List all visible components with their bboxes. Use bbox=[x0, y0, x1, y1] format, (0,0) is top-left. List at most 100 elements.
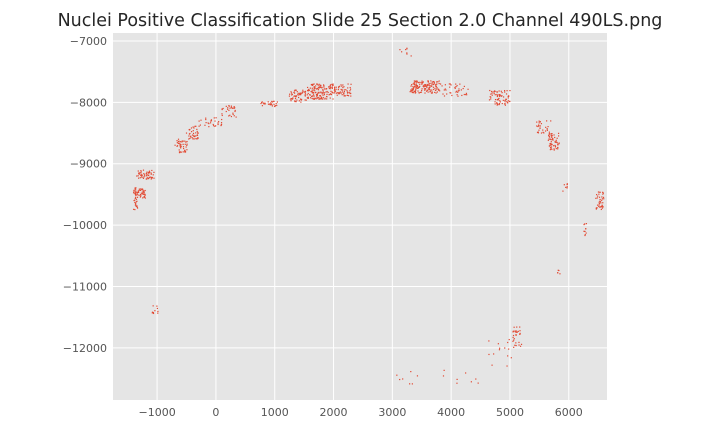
data-point bbox=[319, 84, 321, 87]
data-point bbox=[513, 339, 515, 341]
data-point bbox=[513, 338, 515, 340]
data-point bbox=[148, 170, 151, 172]
data-point bbox=[141, 176, 143, 178]
data-point bbox=[142, 191, 144, 193]
data-point bbox=[134, 191, 136, 193]
data-point bbox=[186, 140, 188, 143]
data-point bbox=[234, 110, 236, 113]
data-point bbox=[494, 90, 496, 92]
data-point bbox=[505, 93, 508, 95]
data-point bbox=[304, 94, 306, 96]
data-point bbox=[205, 117, 207, 119]
data-point bbox=[313, 88, 315, 90]
data-point bbox=[551, 139, 553, 141]
data-point bbox=[311, 83, 313, 86]
data-point bbox=[595, 197, 597, 199]
data-point bbox=[138, 188, 140, 190]
data-point bbox=[234, 109, 236, 112]
data-point bbox=[436, 87, 438, 89]
data-point bbox=[263, 103, 265, 105]
data-point bbox=[294, 92, 296, 94]
data-point bbox=[435, 84, 437, 86]
data-point bbox=[270, 102, 272, 104]
data-point bbox=[271, 100, 273, 102]
data-point bbox=[136, 207, 139, 209]
data-point bbox=[150, 176, 152, 179]
data-point bbox=[143, 174, 146, 176]
data-point bbox=[178, 151, 181, 153]
data-point bbox=[156, 307, 158, 310]
data-point bbox=[313, 87, 315, 89]
data-point bbox=[515, 331, 517, 333]
data-point bbox=[503, 90, 506, 92]
data-point bbox=[504, 103, 506, 105]
data-point bbox=[137, 170, 139, 172]
data-point bbox=[431, 89, 433, 91]
data-point bbox=[220, 122, 223, 124]
data-point bbox=[406, 53, 408, 55]
data-point bbox=[538, 129, 540, 131]
data-point bbox=[598, 205, 600, 208]
data-point bbox=[210, 119, 213, 121]
data-point bbox=[336, 94, 338, 96]
data-point bbox=[554, 145, 556, 147]
data-point bbox=[179, 146, 181, 148]
data-point bbox=[135, 194, 137, 196]
data-point bbox=[549, 138, 551, 141]
data-point bbox=[418, 86, 420, 88]
data-point bbox=[269, 103, 272, 106]
data-point bbox=[153, 171, 155, 173]
data-point bbox=[423, 88, 426, 90]
data-point bbox=[270, 103, 272, 105]
data-point bbox=[136, 191, 139, 193]
data-point bbox=[431, 81, 433, 83]
data-point bbox=[200, 119, 202, 121]
data-point bbox=[140, 170, 142, 172]
data-point bbox=[146, 171, 148, 173]
data-point bbox=[330, 86, 332, 88]
data-point bbox=[313, 98, 315, 100]
data-point bbox=[334, 86, 336, 88]
data-point bbox=[494, 98, 497, 101]
data-point bbox=[334, 88, 336, 90]
data-point bbox=[449, 83, 451, 85]
data-point bbox=[330, 93, 333, 96]
data-point bbox=[199, 124, 201, 126]
data-point bbox=[499, 347, 501, 349]
data-point bbox=[421, 80, 423, 82]
data-point bbox=[316, 88, 318, 90]
x-tick-label: 1000 bbox=[261, 406, 289, 419]
data-point bbox=[301, 91, 303, 93]
data-point bbox=[140, 192, 142, 194]
data-point bbox=[433, 83, 435, 85]
data-point bbox=[182, 151, 184, 153]
data-point bbox=[413, 84, 416, 86]
data-point bbox=[186, 144, 188, 146]
data-point bbox=[406, 52, 408, 54]
data-point bbox=[343, 86, 345, 88]
data-point bbox=[600, 202, 602, 204]
data-point bbox=[326, 98, 328, 100]
data-point bbox=[441, 85, 443, 87]
data-point bbox=[496, 93, 498, 96]
data-point bbox=[536, 121, 538, 123]
data-point bbox=[583, 230, 585, 232]
data-point bbox=[434, 91, 436, 94]
data-point bbox=[449, 92, 451, 94]
data-point bbox=[189, 129, 191, 131]
data-point bbox=[331, 83, 333, 85]
data-point bbox=[182, 147, 185, 150]
data-point bbox=[198, 125, 200, 127]
data-point bbox=[563, 184, 565, 186]
data-point bbox=[424, 84, 426, 86]
data-point bbox=[152, 312, 155, 315]
data-point bbox=[421, 89, 423, 91]
data-point bbox=[346, 91, 349, 93]
data-point bbox=[418, 81, 420, 83]
data-point bbox=[142, 169, 145, 171]
data-point bbox=[230, 106, 232, 108]
data-point bbox=[193, 127, 195, 129]
data-point bbox=[317, 97, 319, 99]
data-point bbox=[180, 151, 182, 153]
